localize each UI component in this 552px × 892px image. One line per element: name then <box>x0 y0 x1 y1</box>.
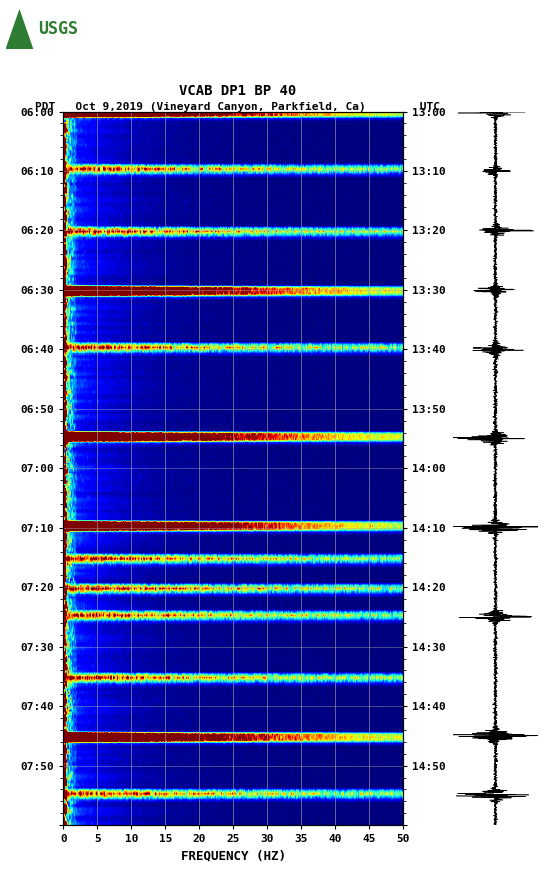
Text: USGS: USGS <box>38 20 78 38</box>
Text: PDT   Oct 9,2019 (Vineyard Canyon, Parkfield, Ca)        UTC: PDT Oct 9,2019 (Vineyard Canyon, Parkfie… <box>35 102 440 112</box>
X-axis label: FREQUENCY (HZ): FREQUENCY (HZ) <box>181 850 286 863</box>
Text: VCAB DP1 BP 40: VCAB DP1 BP 40 <box>179 84 296 98</box>
Polygon shape <box>6 9 33 49</box>
